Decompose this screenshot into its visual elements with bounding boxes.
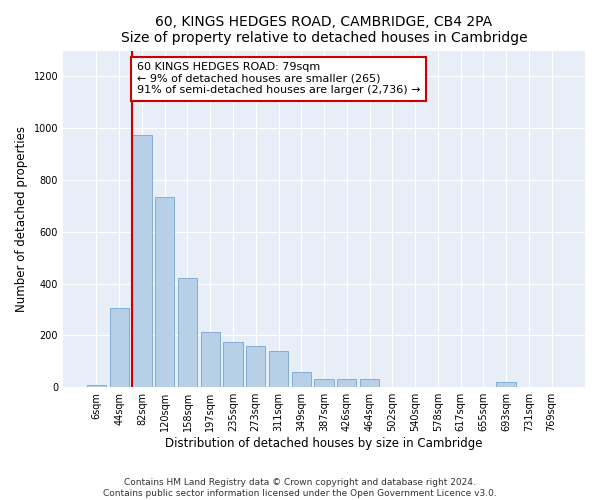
- Bar: [87, 384, 106, 387]
- Text: 60 KINGS HEDGES ROAD: 79sqm
← 9% of detached houses are smaller (265)
91% of sem: 60 KINGS HEDGES ROAD: 79sqm ← 9% of deta…: [137, 62, 421, 96]
- Bar: [314, 380, 334, 387]
- Bar: [110, 308, 129, 387]
- X-axis label: Distribution of detached houses by size in Cambridge: Distribution of detached houses by size …: [165, 437, 483, 450]
- Bar: [496, 382, 516, 387]
- Bar: [155, 197, 175, 387]
- Title: 60, KINGS HEDGES ROAD, CAMBRIDGE, CB4 2PA
Size of property relative to detached : 60, KINGS HEDGES ROAD, CAMBRIDGE, CB4 2P…: [121, 15, 527, 45]
- Bar: [223, 342, 242, 387]
- Y-axis label: Number of detached properties: Number of detached properties: [15, 126, 28, 312]
- Bar: [200, 332, 220, 387]
- Bar: [360, 380, 379, 387]
- Text: Contains HM Land Registry data © Crown copyright and database right 2024.
Contai: Contains HM Land Registry data © Crown c…: [103, 478, 497, 498]
- Bar: [178, 278, 197, 387]
- Bar: [132, 134, 152, 387]
- Bar: [292, 372, 311, 387]
- Bar: [337, 380, 356, 387]
- Bar: [269, 351, 288, 387]
- Bar: [246, 346, 265, 387]
